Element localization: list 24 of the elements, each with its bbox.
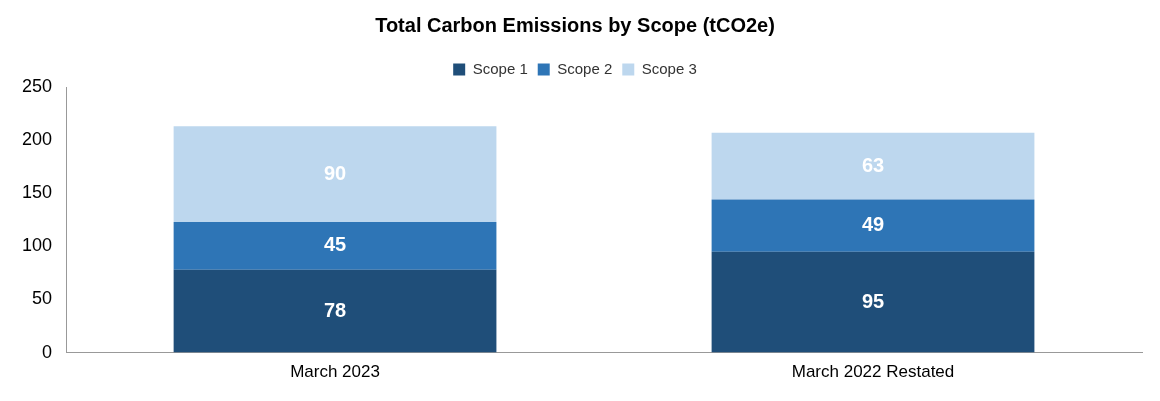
y-tick-label: 200	[21, 129, 53, 150]
bar	[711, 251, 1035, 353]
bar	[173, 269, 497, 353]
data-label: 78	[323, 298, 347, 321]
y-tick-label: 150	[21, 182, 53, 203]
data-label: 90	[323, 161, 347, 184]
bar	[711, 132, 1035, 200]
y-tick-label: 0	[42, 341, 53, 362]
y-tick-label: 50	[32, 288, 53, 309]
data-label: 49	[861, 213, 885, 236]
bar	[173, 126, 497, 222]
data-label: 45	[323, 233, 347, 256]
y-tick-label: 100	[21, 235, 53, 256]
data-label: 95	[861, 289, 885, 312]
legend-label: Scope 3	[641, 59, 697, 77]
bar	[711, 199, 1035, 252]
x-tick-label: March 2022 Restated	[791, 362, 955, 382]
y-tick-label: 250	[21, 75, 53, 96]
bar	[173, 221, 497, 270]
x-tick-label: March 2023	[290, 362, 380, 382]
chart-title: Total Carbon Emissions by Scope (tCO2e)	[375, 13, 775, 36]
legend-label: Scope 1	[472, 59, 528, 77]
legend-label: Scope 2	[557, 59, 613, 77]
data-label: 63	[861, 153, 885, 176]
